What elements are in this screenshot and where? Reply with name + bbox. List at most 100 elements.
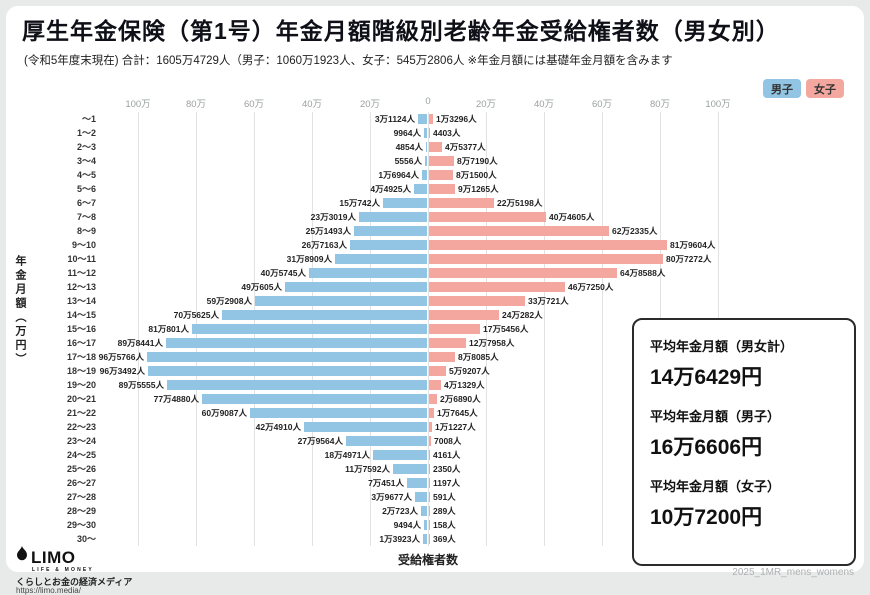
y-category-label: 1〜2 — [76, 128, 96, 138]
y-category-label: 25〜26 — [66, 464, 96, 474]
value-label-female: 289人 — [433, 506, 456, 516]
y-category-label: 16〜17 — [66, 338, 96, 348]
value-label-male: 4万4925人 — [370, 184, 411, 194]
value-label-male: 15万742人 — [339, 198, 380, 208]
bar-female — [429, 282, 565, 292]
value-label-male: 31万8909人 — [286, 254, 332, 264]
bar-female — [429, 436, 431, 446]
bar-female — [429, 408, 434, 418]
y-category-label: 18〜19 — [66, 366, 96, 376]
avg-female-value: 10万7200円 — [650, 506, 763, 529]
gridline — [486, 112, 487, 546]
value-label-female: 5万9207人 — [449, 366, 490, 376]
bar-female — [429, 268, 617, 278]
bar-female — [429, 520, 430, 530]
value-label-female: 64万8588人 — [620, 268, 666, 278]
value-label-male: 3万1124人 — [374, 114, 415, 124]
bar-male — [393, 464, 427, 474]
avg-female-label: 平均年金月額（女子） — [650, 479, 781, 494]
value-label-female: 62万2335人 — [612, 226, 658, 236]
y-category-label: 10〜11 — [67, 254, 96, 264]
value-label-male: 23万3019人 — [310, 212, 356, 222]
limo-logo: LIMO LIFE & MONEY — [16, 546, 94, 573]
bar-female — [429, 492, 430, 502]
value-label-female: 8万1500人 — [456, 170, 497, 180]
pyramid-chart: 100万 80万 60万 40万 20万 0 20万 40万 60万 80万 100万 〜1 3万112… — [0, 96, 870, 548]
y-category-label: 22〜23 — [66, 422, 96, 432]
bar-female — [429, 156, 454, 166]
legend: 男子 女子 — [763, 79, 844, 98]
legend-male-chip: 男子 — [763, 79, 801, 98]
bar-male — [346, 436, 427, 446]
y-category-label: 26〜27 — [66, 478, 96, 488]
bar-female — [429, 478, 430, 488]
value-label-male: 89万5555人 — [118, 380, 164, 390]
value-label-female: 1197人 — [433, 478, 460, 488]
limo-flame-icon — [16, 546, 28, 566]
value-label-female: 40万4605人 — [549, 212, 595, 222]
value-label-female: 80万7272人 — [666, 254, 712, 264]
bar-female — [429, 338, 466, 348]
gridline — [602, 112, 603, 546]
bar-male — [354, 226, 427, 236]
y-category-label: 7〜8 — [76, 212, 96, 222]
bar-male — [166, 338, 427, 348]
x-axis-tick: 60万 — [591, 99, 613, 110]
bar-male — [202, 394, 427, 404]
bar-female — [429, 296, 525, 306]
value-label-male: 9494人 — [393, 520, 421, 530]
bar-male — [425, 156, 427, 166]
bar-female — [429, 450, 430, 460]
value-label-male: 77万4880人 — [153, 394, 199, 404]
avg-total-value: 14万6429円 — [650, 366, 763, 389]
bar-female — [429, 324, 480, 334]
x-axis-tick: 80万 — [185, 99, 207, 110]
bar-female — [429, 254, 663, 264]
bar-male — [424, 128, 427, 138]
bar-male — [192, 324, 427, 334]
bar-female — [429, 534, 430, 544]
value-label-female: 2350人 — [433, 464, 461, 474]
bar-male — [222, 310, 427, 320]
bar-female — [429, 212, 546, 222]
bar-female — [429, 226, 609, 236]
value-label-female: 12万7958人 — [469, 338, 515, 348]
value-label-male: 42万4910人 — [255, 422, 301, 432]
value-label-female: 81万9604人 — [670, 240, 716, 250]
value-label-female: 8万7190人 — [457, 156, 498, 166]
value-label-female: 17万5456人 — [483, 324, 529, 334]
y-category-label: 29〜30 — [66, 520, 96, 530]
gridline — [138, 112, 139, 546]
y-category-label: 20〜21 — [66, 394, 96, 404]
value-label-male: 81万801人 — [148, 324, 189, 334]
bar-female — [429, 198, 494, 208]
value-label-male: 5556人 — [394, 156, 422, 166]
y-category-label: 23〜24 — [66, 436, 96, 446]
bar-female — [429, 464, 430, 474]
bar-male — [373, 450, 427, 460]
bar-male — [422, 170, 427, 180]
value-label-male: 89万8441人 — [117, 338, 163, 348]
bar-male — [309, 268, 427, 278]
bar-male — [383, 198, 427, 208]
bar-female — [429, 506, 430, 516]
x-axis-tick: 20万 — [475, 99, 497, 110]
y-category-label: 19〜20 — [66, 380, 96, 390]
y-category-label: 5〜6 — [76, 184, 96, 194]
y-category-label: 11〜12 — [67, 268, 96, 278]
y-category-label: 15〜16 — [66, 324, 96, 334]
value-label-female: 1万7645人 — [437, 408, 478, 418]
value-label-male: 26万7163人 — [301, 240, 347, 250]
value-label-male: 11万7592人 — [345, 464, 390, 474]
y-category-label: 27〜28 — [66, 492, 96, 502]
bar-male — [250, 408, 427, 418]
legend-female-label: 女子 — [814, 83, 836, 96]
page-title: 厚生年金保険（第1号）年金月額階級別老齢年金受給権者数（男女別） — [22, 18, 780, 44]
x-axis-title: 受給権者数 — [397, 553, 459, 567]
bar-female — [429, 422, 432, 432]
bar-female — [429, 142, 442, 152]
bar-female — [429, 310, 499, 320]
y-category-label: 14〜15 — [66, 310, 96, 320]
bar-male — [148, 366, 427, 376]
gridline — [544, 112, 545, 546]
